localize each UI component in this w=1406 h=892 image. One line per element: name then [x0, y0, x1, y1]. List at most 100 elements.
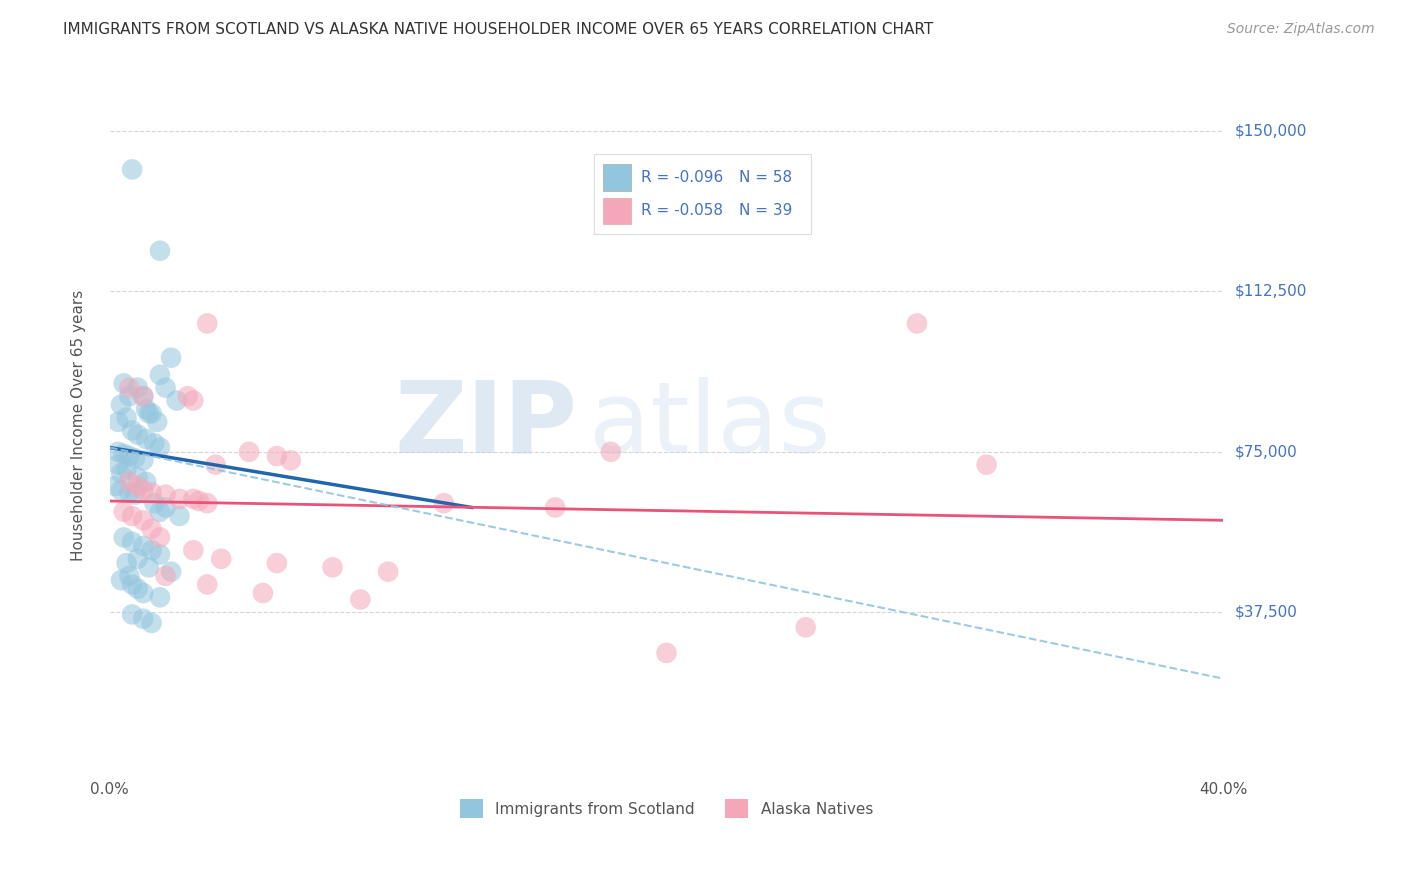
Text: N = 58: N = 58 — [740, 170, 792, 185]
Point — [141, 485, 163, 500]
Point — [118, 475, 141, 489]
Point — [155, 569, 177, 583]
Text: R = -0.096: R = -0.096 — [641, 170, 723, 185]
Point — [141, 543, 163, 558]
Point — [135, 402, 157, 417]
Point — [433, 496, 456, 510]
Point — [169, 508, 191, 523]
Point — [127, 427, 149, 442]
Point — [155, 381, 177, 395]
Text: $37,500: $37,500 — [1234, 605, 1298, 620]
Point — [110, 483, 132, 498]
Point — [121, 577, 143, 591]
Point — [905, 317, 928, 331]
Point — [138, 560, 160, 574]
FancyBboxPatch shape — [595, 154, 811, 234]
Point — [252, 586, 274, 600]
Point — [141, 522, 163, 536]
Point — [132, 483, 155, 498]
Text: atlas: atlas — [589, 376, 830, 474]
Point — [204, 458, 226, 472]
Point — [132, 612, 155, 626]
Point — [115, 556, 138, 570]
Text: IMMIGRANTS FROM SCOTLAND VS ALASKA NATIVE HOUSEHOLDER INCOME OVER 65 YEARS CORRE: IMMIGRANTS FROM SCOTLAND VS ALASKA NATIV… — [63, 22, 934, 37]
Y-axis label: Householder Income Over 65 years: Householder Income Over 65 years — [72, 290, 86, 561]
Point — [118, 381, 141, 395]
Point — [132, 539, 155, 553]
Point — [115, 410, 138, 425]
Point — [238, 445, 260, 459]
Point — [121, 534, 143, 549]
Text: ZIP: ZIP — [395, 376, 578, 474]
Point — [155, 500, 177, 515]
Point — [160, 351, 183, 365]
Point — [132, 453, 155, 467]
Point — [599, 445, 621, 459]
Point — [118, 449, 141, 463]
Point — [118, 389, 141, 403]
Point — [149, 530, 172, 544]
Point — [118, 485, 141, 500]
Point — [127, 470, 149, 484]
Point — [146, 415, 169, 429]
Point — [209, 551, 232, 566]
Point — [141, 615, 163, 630]
Point — [127, 381, 149, 395]
Point — [195, 577, 218, 591]
Point — [183, 543, 205, 558]
Text: $112,500: $112,500 — [1234, 284, 1306, 299]
FancyBboxPatch shape — [603, 198, 631, 224]
Legend: Immigrants from Scotland, Alaska Natives: Immigrants from Scotland, Alaska Natives — [454, 793, 879, 824]
Text: N = 39: N = 39 — [740, 203, 792, 219]
Point — [132, 513, 155, 527]
Point — [976, 458, 998, 472]
FancyBboxPatch shape — [603, 164, 631, 191]
Point — [143, 496, 166, 510]
Point — [149, 591, 172, 605]
Text: Source: ZipAtlas.com: Source: ZipAtlas.com — [1227, 22, 1375, 37]
Point — [132, 389, 155, 403]
Point — [118, 569, 141, 583]
Point — [794, 620, 817, 634]
Point — [112, 376, 135, 391]
Text: $75,000: $75,000 — [1234, 444, 1296, 459]
Point — [655, 646, 678, 660]
Point — [149, 441, 172, 455]
Point — [195, 496, 218, 510]
Point — [149, 505, 172, 519]
Point — [321, 560, 343, 574]
Point — [138, 406, 160, 420]
Point — [149, 548, 172, 562]
Point — [112, 530, 135, 544]
Point — [112, 505, 135, 519]
Point — [149, 368, 172, 382]
Point — [107, 445, 129, 459]
Point — [141, 406, 163, 420]
Point — [121, 607, 143, 622]
Point — [132, 586, 155, 600]
Text: R = -0.058: R = -0.058 — [641, 203, 723, 219]
Text: $150,000: $150,000 — [1234, 123, 1306, 138]
Point — [195, 317, 218, 331]
Point — [183, 393, 205, 408]
Point — [110, 573, 132, 587]
Point — [149, 244, 172, 258]
Point — [160, 565, 183, 579]
Point — [127, 551, 149, 566]
Point — [349, 592, 371, 607]
Point — [132, 389, 155, 403]
Point — [127, 479, 149, 493]
Point — [127, 582, 149, 596]
Point — [110, 467, 132, 481]
Point — [135, 475, 157, 489]
Point — [183, 491, 205, 506]
Point — [107, 458, 129, 472]
Point — [124, 488, 146, 502]
Point — [110, 398, 132, 412]
Point — [107, 415, 129, 429]
Point — [544, 500, 567, 515]
Point — [121, 162, 143, 177]
Point — [124, 451, 146, 466]
Point — [280, 453, 302, 467]
Point — [104, 479, 127, 493]
